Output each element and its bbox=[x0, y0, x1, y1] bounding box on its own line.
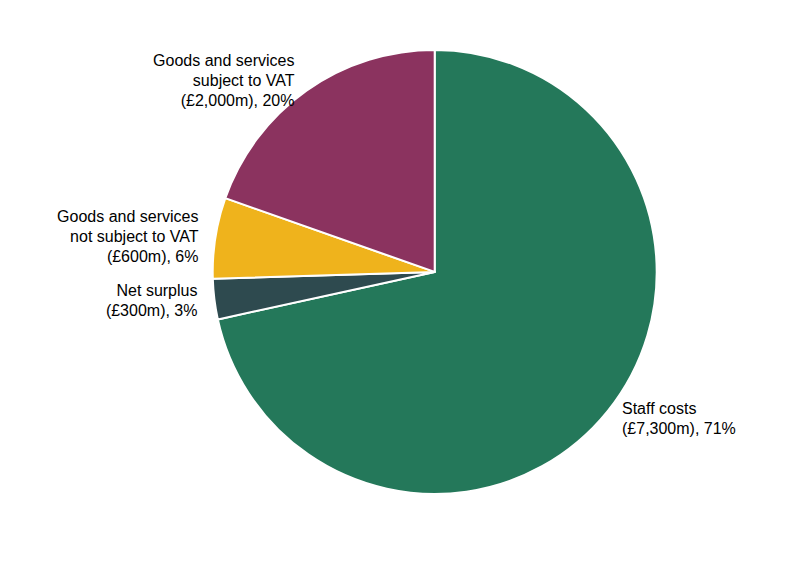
svg-text:Goods and services: Goods and services bbox=[57, 208, 198, 225]
svg-text:Net surplus: Net surplus bbox=[117, 282, 198, 299]
svg-text:(£300m), 3%: (£300m), 3% bbox=[106, 302, 198, 319]
svg-text:not subject to VAT: not subject to VAT bbox=[70, 228, 199, 245]
svg-text:(£2,000m), 20%: (£2,000m), 20% bbox=[181, 92, 295, 109]
svg-text:subject to VAT: subject to VAT bbox=[193, 72, 295, 89]
svg-text:Staff costs: Staff costs bbox=[622, 400, 696, 417]
svg-text:(£7,300m), 71%: (£7,300m), 71% bbox=[622, 420, 736, 437]
svg-text:Goods and services: Goods and services bbox=[153, 52, 294, 69]
svg-text:(£600m), 6%: (£600m), 6% bbox=[107, 248, 199, 265]
